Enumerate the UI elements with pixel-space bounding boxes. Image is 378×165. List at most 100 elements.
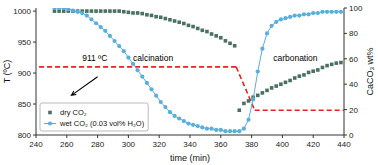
data-point [71,8,75,12]
x-tick [159,135,160,138]
data-point [196,124,200,128]
data-point [237,129,241,133]
data-point [270,86,274,90]
annotation: carbonation [273,53,318,63]
data-point [163,105,167,109]
x-tick [190,135,191,138]
data-point [293,76,297,80]
data-point [265,89,269,93]
y2-tick [344,135,347,136]
legend-handle [48,111,52,115]
data-point [164,17,168,21]
y2-tick-label: 80 [349,29,358,38]
x-tick [66,135,67,138]
data-point [94,21,98,25]
data-point [325,10,329,14]
y-tick-label: 900 [18,69,32,78]
data-point [177,20,181,24]
data-point [214,34,218,38]
data-point [149,87,153,91]
data-point [201,29,205,33]
data-point [108,9,112,13]
plot-area [39,8,344,133]
x-tick [282,135,283,138]
data-point [168,18,172,22]
x-tick-label: 320 [153,140,167,149]
data-point [219,128,223,132]
data-point [311,11,315,15]
data-point [274,84,278,88]
data-point [126,55,130,59]
y-tick-label: 1000 [13,7,31,16]
y-tick [33,11,36,12]
series [53,9,343,112]
y2-axis-label: CaCO₃ wt% [365,47,375,95]
data-point [242,102,246,106]
data-point [298,74,302,78]
x-tick-label: 340 [183,140,197,149]
x-tick [220,135,221,138]
y-tick [33,104,36,105]
y2-tick-label: 60 [349,55,358,64]
legend-label: dry CO₂ [60,108,87,117]
data-point [108,34,112,38]
data-point [219,36,223,40]
data-point [117,9,121,13]
data-point [297,14,301,18]
x-tick-label: 360 [214,140,228,149]
x-tick [128,135,129,138]
x-tick-label: 420 [307,140,321,149]
x-tick-label: 440 [337,140,351,149]
data-point [75,10,79,14]
data-point [52,8,56,10]
chart: 2402602803003203403603804004204408008509… [0,0,378,165]
data-point [256,94,260,98]
data-point [270,24,274,28]
data-point [99,9,103,13]
y2-tick [344,58,347,59]
y2-tick-label: 0 [349,131,354,140]
data-point [242,127,246,131]
data-point [205,30,209,34]
data-point [66,8,70,11]
data-point [205,127,209,131]
data-point [288,15,292,19]
data-point [279,82,283,86]
data-point [302,73,306,77]
data-point [140,74,144,78]
data-point [154,15,158,19]
data-point [113,9,117,13]
y2-tick-label: 100 [349,4,363,13]
legend-box [40,103,148,131]
data-point [168,110,172,114]
data-point [89,17,93,21]
data-point [316,68,320,72]
data-point [265,31,269,35]
data-point [228,42,232,46]
data-point [209,127,213,131]
x-axis-label: time (min) [170,153,210,163]
x-tick [313,135,314,138]
data-point [191,25,195,29]
x-tick-label: 240 [29,140,43,149]
data-point [256,69,260,73]
data-point [339,61,343,65]
data-point [334,10,338,14]
legend: dry CO₂wet CO₂ (0.03 vol% H₂O) [40,103,148,131]
data-point [210,32,214,36]
y-tick [33,42,36,43]
data-point [177,116,181,120]
data-point [145,81,149,85]
data-point [316,11,320,15]
data-point [186,121,190,125]
data-point [94,9,98,13]
data-point [57,8,61,10]
data-point [90,9,94,13]
data-point [246,118,250,122]
y-axis-line [36,8,37,135]
y2-tick [344,33,347,34]
data-point [122,10,126,14]
data-point [112,39,116,43]
x-tick-label: 400 [276,140,290,149]
data-point [224,39,228,43]
